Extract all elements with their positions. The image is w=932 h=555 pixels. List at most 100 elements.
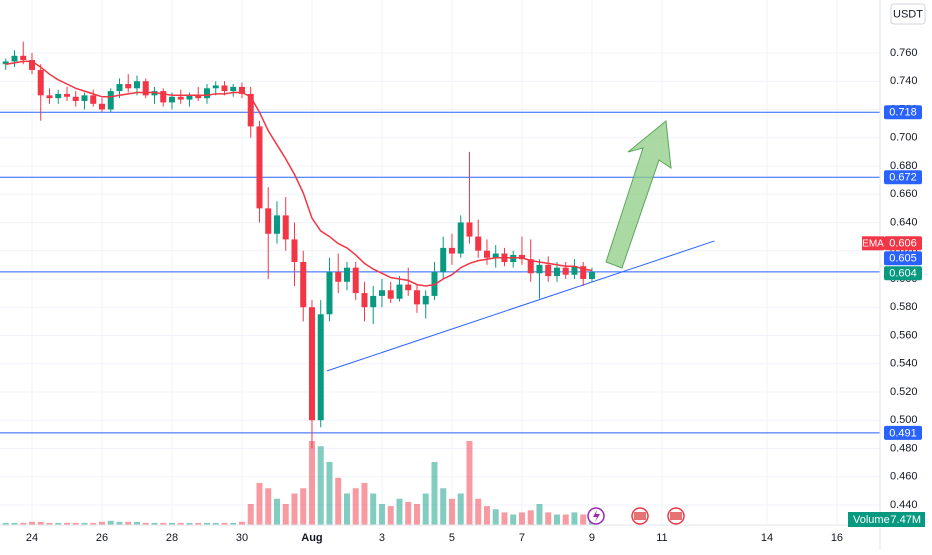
volume-bar — [466, 441, 473, 525]
volume-bar — [98, 521, 105, 525]
candle-body — [370, 295, 377, 308]
x-tick-label: 24 — [26, 532, 38, 544]
volume-bar — [378, 504, 385, 525]
price-tag — [884, 425, 922, 440]
volume-bar — [518, 512, 525, 525]
volume-bar — [256, 483, 263, 525]
candle-body — [203, 88, 210, 99]
volume-bar — [265, 488, 272, 525]
y-tick-label: 0.500 — [890, 414, 918, 426]
candle-body — [212, 85, 219, 89]
y-tick-label: 0.480 — [890, 442, 918, 454]
volume-bar — [545, 512, 552, 525]
volume-bar — [475, 498, 482, 525]
candle-body — [440, 247, 447, 272]
price-tag-label: 0.672 — [889, 172, 917, 184]
price-tag-label: 0.604 — [889, 268, 917, 280]
candle-body — [238, 86, 245, 94]
candle-body — [116, 84, 123, 92]
volume-bar — [186, 522, 193, 525]
candle-body — [343, 267, 350, 282]
candle-body — [282, 215, 289, 240]
y-tick-label: 0.520 — [890, 386, 918, 398]
volume-bar — [55, 522, 62, 525]
y-tick-label: 0.560 — [890, 329, 918, 341]
candle-body — [492, 253, 499, 258]
volume-bar — [536, 504, 543, 525]
volume-bar — [580, 514, 587, 525]
volume-bar — [90, 522, 97, 525]
candle-body — [133, 81, 140, 89]
candle-body — [72, 96, 79, 101]
candle-body — [265, 208, 272, 234]
price-tag — [884, 266, 922, 281]
candle-body — [168, 96, 175, 103]
volume-bar — [343, 493, 350, 525]
price-tags: 0.491 0.604 0.605 0.606 EMA 0.672 0.718 Volume 7… — [848, 105, 925, 527]
volume-bar — [221, 522, 228, 525]
candle-body — [562, 267, 569, 275]
volume-bar — [203, 522, 210, 525]
currency: USDT — [893, 8, 923, 20]
volume-bar — [125, 521, 132, 525]
volume-bar — [413, 504, 420, 525]
trendline — [326, 240, 715, 372]
volume-bar — [11, 522, 18, 525]
candle-body — [413, 290, 420, 305]
volume-bar — [501, 512, 508, 525]
candle-body — [273, 215, 280, 234]
indicator-tag-label: EMA — [862, 238, 884, 249]
volume-bar — [308, 441, 315, 525]
candle-body — [378, 290, 385, 296]
candle-body — [545, 264, 552, 277]
candle-body — [466, 222, 473, 237]
candle-body — [483, 250, 490, 258]
currency-box[interactable] — [890, 3, 926, 25]
candle-body — [256, 126, 263, 209]
candle-body — [448, 247, 455, 254]
volume-bar — [553, 514, 560, 525]
volume-bar — [151, 522, 158, 525]
price-tag — [884, 251, 922, 266]
price-tag — [884, 236, 922, 251]
candle-body — [317, 314, 324, 421]
candle-body — [300, 262, 307, 308]
volume-bar — [230, 522, 237, 525]
y-tick-label: 0.440 — [890, 499, 918, 511]
x-tick-label: Aug — [301, 532, 322, 544]
y-tick-label: 0.580 — [890, 301, 918, 313]
volume-bar — [107, 520, 114, 525]
grid — [0, 0, 880, 525]
x-tick-label: 28 — [166, 532, 178, 544]
price-tag — [884, 170, 922, 185]
volume-bar — [238, 521, 245, 525]
candle-body — [28, 60, 35, 70]
volume-bar — [352, 488, 359, 525]
candle-body — [142, 81, 149, 96]
volume-bar — [46, 522, 53, 525]
candle-body — [387, 290, 394, 299]
volume-bar — [300, 488, 307, 525]
volume-bar — [405, 501, 412, 525]
candle-body — [580, 266, 587, 279]
candle-body — [247, 93, 254, 127]
candle-body — [527, 259, 534, 274]
volume-bar — [483, 506, 490, 525]
volume-bar — [195, 522, 202, 525]
x-tick-label: 14 — [761, 532, 773, 544]
volume-bar — [37, 521, 44, 525]
x-tick-label: 11 — [656, 532, 667, 544]
candle-body — [2, 61, 9, 65]
volume-bar — [571, 512, 578, 525]
candle-body — [335, 271, 342, 282]
x-tick-label: 9 — [589, 532, 595, 544]
candle-body — [46, 95, 53, 99]
candle-body — [326, 271, 333, 315]
volume-bar — [317, 446, 324, 525]
y-tick-label: 0.740 — [890, 75, 918, 87]
y-tick-label: 0.760 — [890, 47, 918, 59]
volume-bar — [387, 506, 394, 525]
candle-body — [90, 95, 97, 104]
y-tick-label: 0.680 — [890, 160, 918, 172]
indicator-tag — [862, 236, 884, 251]
